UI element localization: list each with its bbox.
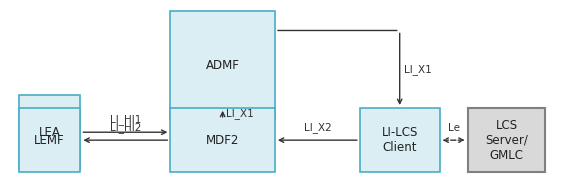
Bar [19, 108, 80, 172]
Text: LEMF: LEMF [34, 134, 65, 147]
Text: LI_HI2: LI_HI2 [110, 122, 141, 133]
Text: LEA: LEA [39, 126, 61, 139]
Text: ADMF: ADMF [206, 59, 240, 72]
Bar [467, 108, 545, 172]
Bar [19, 95, 80, 169]
Text: LI_X2: LI_X2 [304, 122, 332, 133]
Bar [171, 108, 275, 172]
Text: LI-LCS
Client: LI-LCS Client [381, 126, 418, 154]
Text: LI_HI1: LI_HI1 [110, 114, 141, 125]
Text: LI_X1: LI_X1 [404, 64, 431, 75]
Text: Le: Le [448, 123, 459, 133]
Bar [171, 11, 275, 120]
Bar [360, 108, 440, 172]
Text: MDF2: MDF2 [206, 134, 240, 147]
Text: LI_X1: LI_X1 [226, 108, 254, 119]
Text: LCS
Server/
GMLC: LCS Server/ GMLC [485, 119, 528, 162]
